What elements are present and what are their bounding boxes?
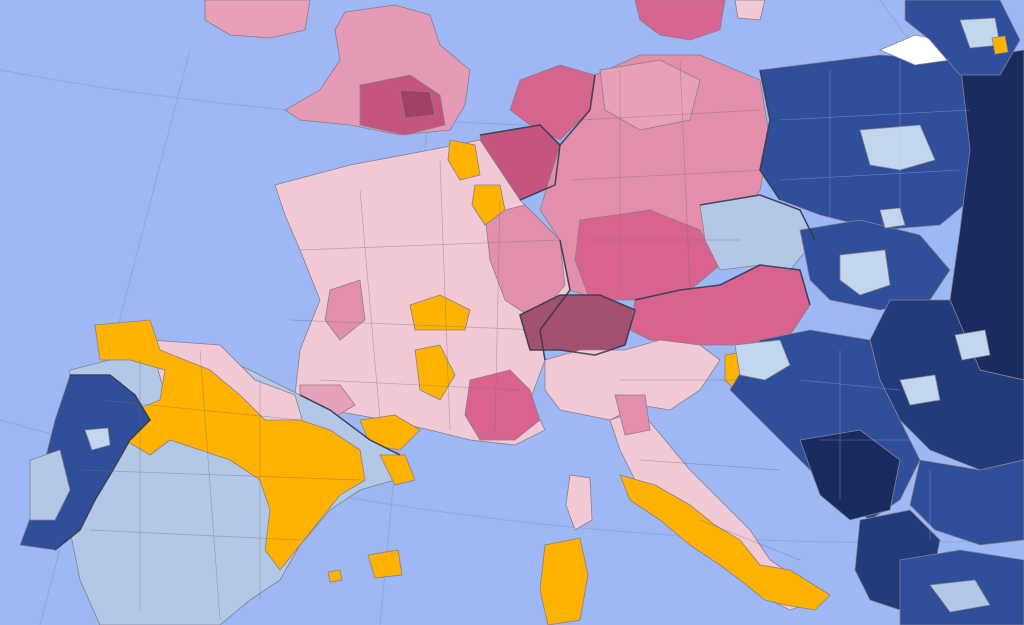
poland-light-1 xyxy=(859,124,936,171)
britain-north xyxy=(204,0,311,39)
germany-north xyxy=(599,59,701,131)
france-orange-north xyxy=(447,139,481,181)
portugal-light xyxy=(84,427,111,451)
hungary-light xyxy=(839,249,891,296)
london-core xyxy=(399,89,436,119)
france-orange-center xyxy=(409,294,471,331)
hungary-east-light xyxy=(954,329,991,361)
subdivision-lines xyxy=(79,59,971,621)
sardinia xyxy=(539,537,589,625)
bulgaria xyxy=(909,459,1024,546)
greece-light xyxy=(929,579,991,613)
slovenia-croatia-light xyxy=(734,339,791,381)
corsica xyxy=(565,474,593,531)
bosnia-serbia-dark xyxy=(799,429,901,521)
baltic-isle xyxy=(734,0,766,21)
galicia xyxy=(29,449,71,521)
national-borders xyxy=(54,69,816,551)
balearic-small xyxy=(327,569,343,583)
france-orange-center-south xyxy=(414,344,456,401)
romania-light xyxy=(899,374,941,406)
baltic-orange xyxy=(991,35,1009,55)
italy-pink-mid xyxy=(614,394,651,436)
france-southeast xyxy=(464,369,541,441)
balearic-islands xyxy=(367,549,403,579)
italy-north xyxy=(544,339,721,421)
great-britain xyxy=(204,0,471,136)
spain-orange-north xyxy=(94,319,366,571)
netherlands xyxy=(509,64,596,141)
spain-orange-east xyxy=(379,454,416,486)
denmark-region xyxy=(634,0,726,41)
italy-south-orange xyxy=(619,474,831,611)
poland-light-2 xyxy=(879,207,906,229)
france-orange-northeast xyxy=(471,184,506,226)
france-west-mid xyxy=(324,279,366,341)
